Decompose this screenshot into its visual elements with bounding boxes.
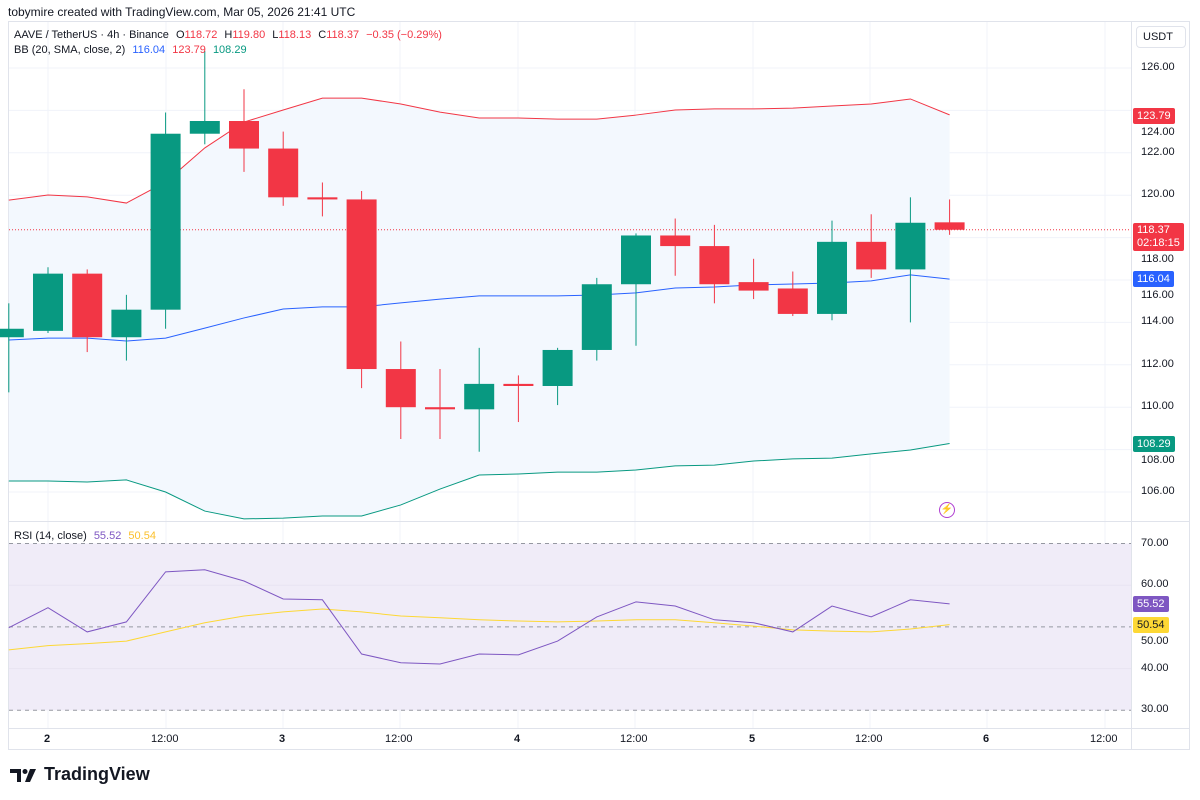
price-tick-label: 110.00 — [1141, 400, 1174, 413]
low-value: 118.13 — [278, 29, 312, 41]
rsi-legend: RSI (14, close) 55.52 50.54 — [14, 530, 160, 543]
bb-upper-price-label: 123.79 — [1133, 108, 1175, 124]
bb-basis-price-label: 116.04 — [1133, 271, 1174, 287]
rsi-ma-price-label: 50.54 — [1133, 617, 1169, 633]
rsi-tick-label: 60.00 — [1141, 578, 1169, 591]
change-value: −0.35 (−0.29%) — [366, 29, 442, 41]
time-tick-label: 12:00 — [855, 733, 883, 745]
tradingview-logo-icon — [10, 768, 36, 782]
price-tick-label: 120.00 — [1141, 188, 1175, 201]
bb-upper-value: 123.79 — [172, 44, 206, 56]
candle-body — [660, 235, 691, 247]
last-price-label: 118.37 02:18:15 — [1133, 223, 1184, 251]
candle-body — [385, 369, 416, 408]
candle-body — [72, 273, 103, 338]
price-tick-label: 118.00 — [1141, 253, 1174, 265]
open-value: 118.72 — [184, 29, 218, 41]
bb-legend: BB (20, SMA, close, 2) 116.04 123.79 108… — [14, 44, 251, 57]
candle-body — [581, 284, 612, 350]
price-tick-label: 108.00 — [1141, 454, 1175, 466]
candle-body — [33, 273, 63, 331]
bb-fill — [8, 98, 950, 519]
tradingview-logo: TradingView — [10, 764, 150, 785]
close-value: 118.37 — [326, 29, 360, 41]
candle-body — [150, 133, 181, 310]
rsi-tick-label: 30.00 — [1141, 703, 1169, 716]
candle-body — [425, 407, 455, 410]
brand-name: TradingView — [44, 764, 150, 784]
candle-body — [934, 222, 965, 230]
candle-body — [503, 383, 534, 386]
time-tick-label: 12:00 — [151, 733, 179, 745]
candle-body — [856, 241, 887, 270]
rsi-ma-value: 50.54 — [128, 530, 156, 542]
price-tick-label: 122.00 — [1141, 145, 1175, 158]
candle-body — [542, 349, 573, 386]
symbol-title[interactable]: AAVE / TetherUS · 4h · Binance — [14, 29, 169, 41]
time-tick-label: 4 — [514, 733, 521, 745]
currency-button[interactable]: USDT — [1136, 26, 1186, 48]
rsi-value: 55.52 — [93, 530, 122, 542]
candle-body — [189, 121, 220, 134]
price-tick-label: 112.00 — [1141, 357, 1174, 370]
chart-credit: tobymire created with TradingView.com, M… — [8, 5, 356, 19]
lightning-bolt-icon[interactable]: ⚡ — [939, 502, 955, 518]
candle-body — [621, 235, 651, 285]
rsi-tick-label: 50.00 — [1141, 635, 1169, 647]
open-label: O — [175, 29, 185, 41]
time-tick-label: 5 — [749, 733, 756, 745]
time-tick-label: 6 — [983, 733, 990, 745]
high-label: H — [224, 29, 233, 41]
candle-body — [268, 148, 299, 198]
candle-body — [464, 383, 495, 410]
bb-basis-value: 116.04 — [132, 44, 166, 56]
price-tick-label: 106.00 — [1141, 485, 1175, 497]
candle-body — [111, 309, 142, 338]
price-tick-label: 116.00 — [1141, 289, 1174, 301]
candle-body — [0, 328, 24, 338]
time-tick-label: 2 — [44, 733, 51, 745]
bar-countdown: 02:18:15 — [1137, 237, 1180, 249]
bb-lower-line — [8, 442, 950, 520]
candle-body — [738, 282, 769, 291]
price-tick-label: 114.00 — [1141, 315, 1174, 328]
low-label: L — [272, 29, 279, 41]
rsi-ma-line — [8, 608, 950, 651]
rsi-price-label: 55.52 — [1133, 596, 1169, 612]
bb-lower-price-label: 108.29 — [1133, 436, 1175, 452]
price-tick-label: 126.00 — [1141, 61, 1175, 73]
time-tick-label: 12:00 — [620, 733, 648, 745]
time-tick-label: 3 — [279, 733, 286, 745]
time-tick-label: 12:00 — [385, 733, 413, 745]
rsi-line — [8, 569, 950, 665]
bb-title[interactable]: BB (20, SMA, close, 2) — [14, 44, 126, 56]
close-label: C — [318, 29, 327, 41]
price-tick-label: 124.00 — [1141, 126, 1175, 138]
time-tick-label: 12:00 — [1090, 733, 1118, 745]
high-value: 119.80 — [232, 29, 266, 41]
rsi-tick-label: 40.00 — [1141, 661, 1169, 674]
rsi-tick-label: 70.00 — [1141, 536, 1169, 549]
candle-body — [817, 241, 847, 314]
candle-body — [346, 199, 377, 370]
symbol-legend: AAVE / TetherUS · 4h · Binance O118.72 H… — [14, 29, 446, 42]
candle-body — [307, 197, 338, 200]
candle-body — [777, 288, 808, 314]
bb-lower-value: 108.29 — [212, 44, 247, 56]
candle-body — [229, 121, 259, 149]
candle-body — [895, 222, 926, 270]
last-price: 118.37 — [1137, 224, 1170, 236]
candle-body — [699, 246, 730, 285]
rsi-title[interactable]: RSI (14, close) — [14, 530, 87, 542]
